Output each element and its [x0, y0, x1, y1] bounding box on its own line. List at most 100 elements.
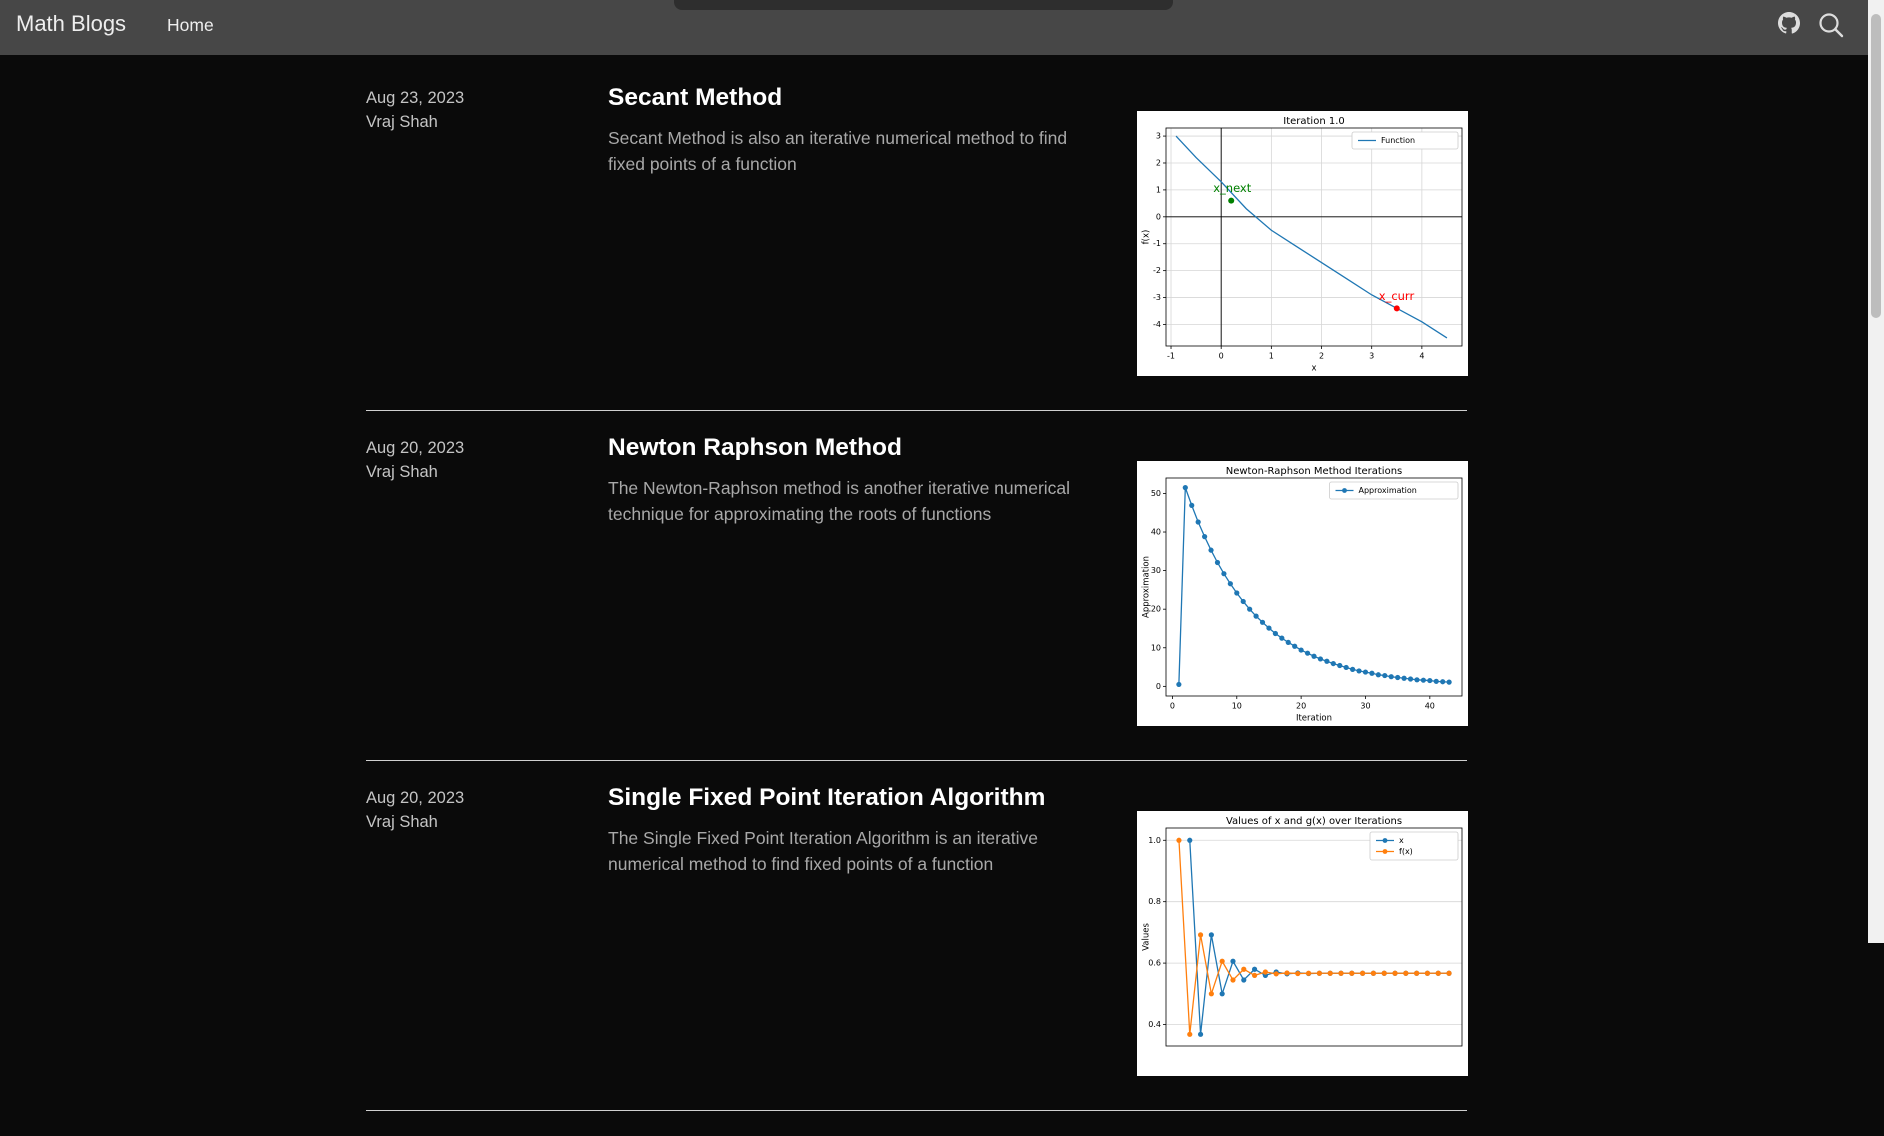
x-axis-label: x [1311, 364, 1316, 374]
y-tick-label: 3 [1156, 132, 1161, 141]
data-point [1284, 970, 1290, 976]
y-tick-label: -2 [1153, 266, 1161, 275]
data-point [1182, 485, 1188, 491]
data-point [1285, 639, 1291, 645]
data-point [1440, 679, 1446, 685]
x-tick-label: 3 [1369, 352, 1374, 361]
github-icon[interactable] [1778, 12, 1800, 34]
chart-title: Iteration 1.0 [1283, 116, 1345, 127]
data-point [1251, 966, 1258, 972]
legend-marker [1382, 838, 1388, 843]
post-thumbnail-chart: -4 -3 -2 -1 0 1 2 3 -1 0 1 2 3 4 Iteration 1.0 x f(x) x_n… [1137, 111, 1468, 376]
data-point [1221, 571, 1227, 577]
x-tick-label: 1 [1269, 352, 1274, 361]
post-date: Aug 20, 2023 [366, 439, 465, 457]
data-point [1266, 625, 1272, 631]
y-tick-label: -3 [1153, 293, 1161, 302]
post-summary: The Newton-Raphson method is another ite… [608, 478, 1071, 524]
chart-title: Values of x and g(x) over Iterations [1226, 816, 1402, 827]
legend-label: x [1399, 836, 1404, 845]
nav-link[interactable]: Home [167, 15, 214, 35]
data-point [1370, 970, 1377, 976]
data-point [1392, 970, 1398, 976]
data-point [1273, 971, 1279, 977]
data-point [1324, 658, 1330, 664]
data-point [1279, 635, 1285, 641]
y-tick-label: 0 [1156, 682, 1161, 691]
separator [366, 410, 1467, 411]
page: Math Blogs Home Aug 23, 2023 Vraj Shah Sec… [0, 0, 1884, 1111]
search-icon[interactable] [1818, 12, 1844, 38]
data-point [1349, 970, 1355, 976]
x-axis-label: Iteration [1296, 714, 1332, 724]
data-point [1337, 662, 1343, 669]
data-point [1395, 674, 1401, 681]
post-title[interactable]: Single Fixed Point Iteration Algorithm [608, 784, 1046, 811]
post-author: Vraj Shah [366, 463, 438, 481]
data-point [1208, 547, 1214, 553]
data-point [1298, 647, 1304, 653]
data-point [1407, 676, 1414, 682]
data-point [1234, 590, 1240, 596]
data-point [1259, 619, 1266, 625]
navbar: Math Blogs Home [0, 0, 1868, 55]
legend-label: Function [1381, 136, 1415, 145]
data-point [1433, 678, 1439, 684]
data-point [1247, 606, 1253, 612]
data-point [1240, 598, 1246, 605]
scrollbar-thumb[interactable] [1871, 14, 1881, 318]
y-tick-label: 2 [1156, 158, 1161, 167]
y-tick-label: 1.0 [1148, 836, 1161, 845]
data-point [1327, 970, 1333, 976]
data-point [1251, 972, 1258, 978]
data-point [1214, 559, 1221, 566]
data-point [1446, 970, 1452, 976]
data-point [1187, 1031, 1193, 1037]
y-tick-label: 1 [1156, 185, 1161, 194]
plot-frame [1165, 477, 1463, 697]
legend-label: f(x) [1399, 847, 1413, 856]
y-tick-label: 0.6 [1148, 959, 1161, 968]
post-date: Aug 23, 2023 [366, 89, 465, 107]
post-summary: Secant Method is also an iterative numer… [608, 128, 1068, 174]
legend-marker [1342, 488, 1347, 493]
annotation-point [1228, 197, 1235, 204]
data-point [1197, 932, 1204, 938]
post-title[interactable]: Newton Raphson Method [608, 434, 902, 461]
data-point [1311, 653, 1317, 659]
search-bar[interactable] [674, 0, 1173, 10]
data-point [1414, 970, 1420, 976]
x-tick-label: 10 [1232, 702, 1242, 711]
x-tick-label: 20 [1296, 702, 1306, 711]
data-point [1316, 970, 1323, 976]
post-thumbnail-chart: 0.4 0.6 0.8 1.0 Values of x and g(x) over It… [1137, 811, 1468, 1076]
legend-box [1369, 831, 1459, 861]
data-point [1219, 991, 1225, 997]
legend-marker [1382, 849, 1388, 854]
data-point [1362, 669, 1369, 675]
data-point [1189, 502, 1195, 508]
post-title[interactable]: Secant Method [608, 84, 783, 111]
data-point [1317, 656, 1324, 662]
data-point [1202, 534, 1208, 540]
data-point [1241, 966, 1247, 972]
separator [366, 1110, 1467, 1111]
data-point [1176, 681, 1182, 688]
x-tick-label: 0 [1219, 352, 1224, 361]
data-point [1295, 970, 1301, 977]
y-tick-label: -4 [1153, 320, 1161, 329]
y-axis-label: Approximation [1142, 556, 1152, 618]
data-point [1360, 970, 1366, 976]
data-point [1424, 970, 1431, 976]
data-point [1208, 932, 1214, 938]
y-tick-label: 50 [1151, 489, 1161, 498]
brand-link[interactable]: Math Blogs [16, 11, 127, 36]
x-tick-label: 30 [1360, 702, 1370, 711]
separator [366, 760, 1467, 761]
x-tick-label: 0 [1170, 702, 1175, 711]
post: Aug 23, 2023 Vraj Shah Secant Method Secant… [0, 84, 1868, 436]
y-tick-label: 40 [1151, 528, 1161, 537]
scrollbar[interactable] [1868, 0, 1884, 943]
data-point [1176, 837, 1182, 843]
data-point [1435, 970, 1441, 976]
